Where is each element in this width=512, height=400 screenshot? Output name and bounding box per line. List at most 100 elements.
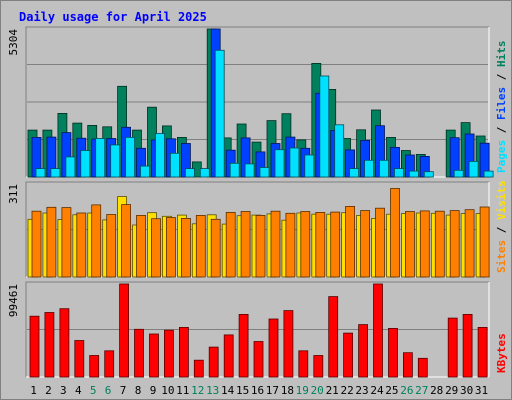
x-tick-label-day-8: 8 xyxy=(135,384,142,397)
bar-sites-day-8: Sites 8: 206 xyxy=(136,214,146,278)
bar-pages-day-8: Pages 8: 390 xyxy=(140,165,150,178)
bar-sites-day-29: Sites 29: 222 xyxy=(449,210,460,278)
bar-pages-day-14: Pages 14: 490 xyxy=(229,162,240,178)
bar-kbytes-day-30: KBytes 30: 67000 xyxy=(462,313,473,378)
panel-max-label: 99461 xyxy=(7,284,20,317)
bar-kbytes-day-14: KBytes 14: 45000 xyxy=(223,334,234,378)
x-tick-label-day-17: 17 xyxy=(266,384,279,397)
bar-sites-day-1: Sites 1: 220 xyxy=(31,210,42,278)
x-tick-label-day-14: 14 xyxy=(221,384,235,397)
legend-part: / xyxy=(495,220,508,240)
bar-sites-day-31: Sites 31: 234 xyxy=(479,206,490,278)
bar-sites-day-24: Sites 24: 230 xyxy=(375,207,385,278)
bar-kbytes-day-21: KBytes 21: 86000 xyxy=(328,296,339,378)
x-tick-label-day-6: 6 xyxy=(105,384,112,397)
x-tick-label-day-13: 13 xyxy=(206,384,219,397)
bar-pages-day-6: Pages 6: 1150 xyxy=(110,144,121,178)
bar-pages-day-25: Pages 25: 300 xyxy=(394,168,404,178)
chart-title: Daily usage for April 2025 xyxy=(19,10,207,24)
panel-max-label: 311 xyxy=(7,184,20,204)
bar-pages-day-15: Pages 15: 470 xyxy=(244,163,255,178)
x-tick-label-day-18: 18 xyxy=(281,384,294,397)
chart-legends: Pages / Files / Hits Sites / Visits KBytes xyxy=(495,41,508,374)
x-tick-label-day-29: 29 xyxy=(445,384,458,397)
x-tick-label-day-24: 24 xyxy=(370,384,384,397)
bar-pages-day-23: Pages 23: 600 xyxy=(364,159,375,178)
legend-part: Files xyxy=(495,87,508,120)
bar-pages-day-10: Pages 10: 850 xyxy=(169,152,180,178)
bar-pages-day-2: Pages 2: 300 xyxy=(50,168,61,178)
bar-sites-day-18: Sites 18: 213 xyxy=(285,212,296,278)
bar-kbytes-day-3: KBytes 3: 73000 xyxy=(59,308,70,378)
x-tick-label-day-19: 19 xyxy=(296,384,309,397)
bar-sites-day-15: Sites 15: 219 xyxy=(240,211,251,278)
bar-pages-day-19: Pages 19: 790 xyxy=(304,154,315,178)
bar-sites-day-14: Sites 14: 216 xyxy=(225,211,236,278)
bar-sites-day-26: Sites 26: 219 xyxy=(404,211,415,278)
bar-pages-day-20: Pages 20: 3620 xyxy=(319,75,330,178)
x-tick-label-day-11: 11 xyxy=(176,384,189,397)
series-pages: Pages 1: 300 Pages 2: 300 Pages 3: 720 Page… xyxy=(35,49,494,178)
series-sites: Sites 1: 220 Sites 2: 233 Sites 3: 232 Site… xyxy=(31,188,490,278)
x-tick-label-day-30: 30 xyxy=(460,384,473,397)
bar-pages-day-9: Pages 9: 1560 xyxy=(155,133,165,178)
legend-part: Hits xyxy=(495,41,508,68)
panel-hits-files-pages: 5304Hits 1: 1680Hits 2: 1680Hits 3: 2280… xyxy=(7,26,494,178)
bar-kbytes-day-19: KBytes 19: 28000 xyxy=(298,350,309,378)
x-tick-label-day-3: 3 xyxy=(60,384,67,397)
bar-kbytes-day-20: KBytes 20: 23000 xyxy=(313,355,324,378)
x-tick-label-day-10: 10 xyxy=(161,384,174,397)
bar-sites-day-6: Sites 6: 209 xyxy=(106,214,117,278)
x-tick-label-day-26: 26 xyxy=(400,384,413,397)
bar-sites-day-25: Sites 25: 296 xyxy=(390,188,400,278)
x-tick-label-day-25: 25 xyxy=(385,384,398,397)
bar-kbytes-day-2: KBytes 2: 69000 xyxy=(44,312,55,378)
bar-sites-day-20: Sites 20: 216 xyxy=(315,211,326,278)
x-tick-label-day-22: 22 xyxy=(340,384,353,397)
x-tick-label-day-5: 5 xyxy=(90,384,97,397)
x-tick-label-day-15: 15 xyxy=(236,384,249,397)
x-tick-label-day-9: 9 xyxy=(150,384,157,397)
bar-sites-day-27: Sites 27: 221 xyxy=(419,210,430,278)
bar-kbytes-day-1: KBytes 1: 65000 xyxy=(29,315,40,378)
x-tick-label-day-31: 31 xyxy=(475,384,488,397)
bar-pages-day-12: Pages 12: 300 xyxy=(199,168,210,178)
bar-kbytes-day-25: KBytes 25: 52000 xyxy=(388,327,398,378)
bar-sites-day-12: Sites 12: 206 xyxy=(195,214,206,278)
legend-part: Visits xyxy=(495,180,508,220)
bar-kbytes-day-27: KBytes 27: 20000 xyxy=(417,357,428,378)
legend-part: / xyxy=(495,120,508,140)
bar-kbytes-day-6: KBytes 6: 28000 xyxy=(104,350,115,378)
bar-pages-day-24: Pages 24: 600 xyxy=(379,159,389,178)
bar-sites-day-19: Sites 19: 219 xyxy=(300,211,311,278)
bar-kbytes-day-23: KBytes 23: 56000 xyxy=(358,324,369,378)
bar-kbytes-day-17: KBytes 17: 62000 xyxy=(268,318,279,378)
bar-kbytes-day-7: KBytes 7: 99461 xyxy=(119,283,129,378)
bar-sites-day-22: Sites 22: 236 xyxy=(345,205,356,278)
bar-kbytes-day-12: KBytes 12: 18000 xyxy=(193,359,204,378)
x-tick-label-day-1: 1 xyxy=(30,384,37,397)
bar-pages-day-29: Pages 29: 240 xyxy=(453,169,464,178)
bar-pages-day-30: Pages 30: 560 xyxy=(468,160,479,178)
bar-pages-day-4: Pages 4: 950 xyxy=(80,150,91,178)
legend-hits-files-pages: Pages / Files / Hits xyxy=(495,41,508,174)
bar-pages-day-11: Pages 11: 300 xyxy=(184,168,195,178)
bar-kbytes-day-31: KBytes 31: 53000 xyxy=(477,326,488,378)
bar-pages-day-27: Pages 27: 190 xyxy=(423,171,434,178)
legend-kbytes: KBytes xyxy=(495,333,508,373)
bar-sites-day-5: Sites 5: 241 xyxy=(91,204,102,278)
bar-pages-day-16: Pages 16: 340 xyxy=(259,167,270,178)
bar-kbytes-day-9: KBytes 9: 46000 xyxy=(149,333,159,378)
bar-sites-day-9: Sites 9: 195 xyxy=(151,218,161,278)
x-tick-label-day-21: 21 xyxy=(326,384,339,397)
x-tick-label-day-4: 4 xyxy=(75,384,82,397)
bar-kbytes-day-10: KBytes 10: 50000 xyxy=(163,329,174,378)
bar-pages-day-1: Pages 1: 300 xyxy=(35,168,46,178)
x-axis-day-labels: 1 2 3 4 5 6 7 8 9 10 11 12 13 14 15 16 17 18 19 20 21 22 23 24 2… xyxy=(30,384,488,397)
bar-sites-day-10: Sites 10: 199 xyxy=(165,217,176,278)
bar-sites-day-13: Sites 13: 193 xyxy=(210,218,221,278)
bar-sites-day-7: Sites 7: 242 xyxy=(121,204,131,278)
bar-kbytes-day-15: KBytes 15: 67000 xyxy=(238,313,249,378)
